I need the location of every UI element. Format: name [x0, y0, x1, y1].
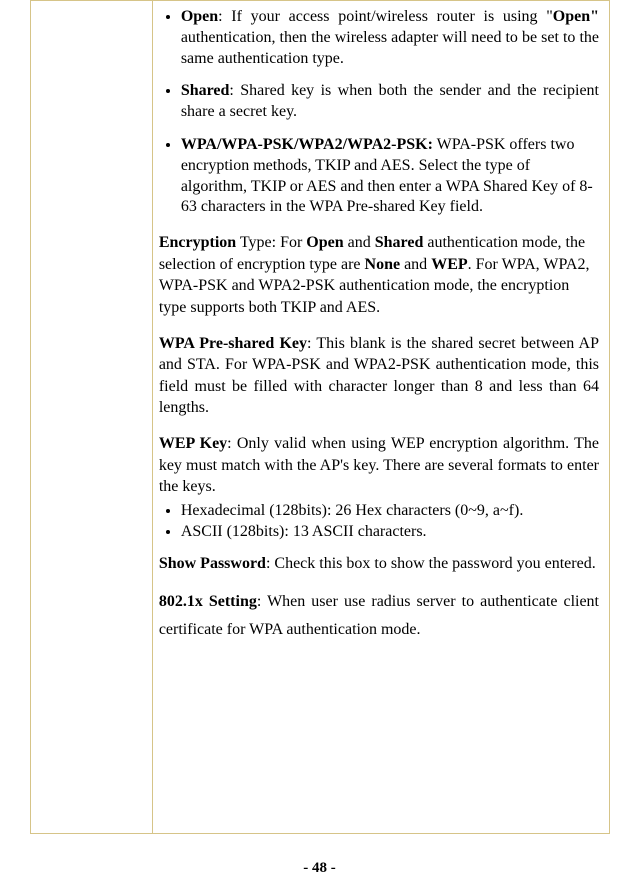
enc-b2: Open	[306, 234, 343, 251]
auth-open-label: Open	[181, 8, 218, 25]
auth-shared-label: Shared	[181, 82, 230, 99]
wep-key-paragraph: WEP Key: Only valid when using WEP encry…	[159, 433, 599, 498]
auth-open-text1: If your access point/wireless router is …	[231, 8, 552, 25]
wpa-psk-label: WPA Pre-shared Key	[159, 335, 307, 352]
dot1x-label: 802.1x Setting	[159, 593, 257, 610]
wep-format-list: Hexadecimal (128bits): 26 Hex characters…	[159, 500, 599, 543]
enc-t1: Type: For	[236, 234, 306, 251]
show-pw-text: Check this box to show the password you …	[274, 555, 595, 572]
page: Open: If your access point/wireless rout…	[0, 0, 639, 887]
enc-b5: WEP	[431, 256, 467, 273]
wep-key-label: WEP Key	[159, 435, 227, 452]
page-number: - 48 -	[0, 860, 639, 877]
auth-open-bold-inline: Open"	[553, 8, 599, 25]
enc-b4: None	[365, 256, 401, 273]
enc-t4: and	[400, 256, 431, 273]
content-table: Open: If your access point/wireless rout…	[30, 0, 610, 834]
left-column-cell	[31, 1, 153, 834]
encryption-paragraph: Encryption Type: For Open and Shared aut…	[159, 232, 599, 318]
auth-open-sep: :	[218, 8, 231, 25]
enc-b3: Shared	[375, 234, 424, 251]
enc-t2: and	[344, 234, 375, 251]
dot1x-paragraph: 802.1x Setting: When user use radius ser…	[159, 588, 599, 642]
auth-item-wpa: WPA/WPA-PSK/WPA2/WPA2-PSK: WPA-PSK offer…	[181, 135, 599, 218]
wpa-psk-paragraph: WPA Pre-shared Key: This blank is the sh…	[159, 333, 599, 419]
auth-shared-sep: :	[229, 82, 240, 99]
wpa-psk-sep: :	[307, 335, 316, 352]
auth-item-open: Open: If your access point/wireless rout…	[181, 7, 599, 69]
auth-type-list: Open: If your access point/wireless rout…	[159, 7, 599, 218]
show-password-paragraph: Show Password: Check this box to show th…	[159, 553, 599, 575]
wep-key-sep: :	[227, 435, 237, 452]
auth-item-shared: Shared: Shared key is when both the send…	[181, 81, 599, 123]
auth-wpa-label: WPA/WPA-PSK/WPA2/WPA2-PSK:	[181, 136, 433, 153]
dot1x-sep: :	[257, 593, 267, 610]
right-column-cell: Open: If your access point/wireless rout…	[152, 1, 609, 834]
show-pw-label: Show Password	[159, 555, 266, 572]
enc-b1: Encryption	[159, 234, 236, 251]
wep-ascii-item: ASCII (128bits): 13 ASCII characters.	[181, 521, 599, 543]
wep-hex-item: Hexadecimal (128bits): 26 Hex characters…	[181, 500, 599, 522]
auth-shared-text: Shared key is when both the sender and t…	[181, 82, 599, 120]
auth-open-text2: authentication, then the wireless adapte…	[181, 29, 599, 67]
